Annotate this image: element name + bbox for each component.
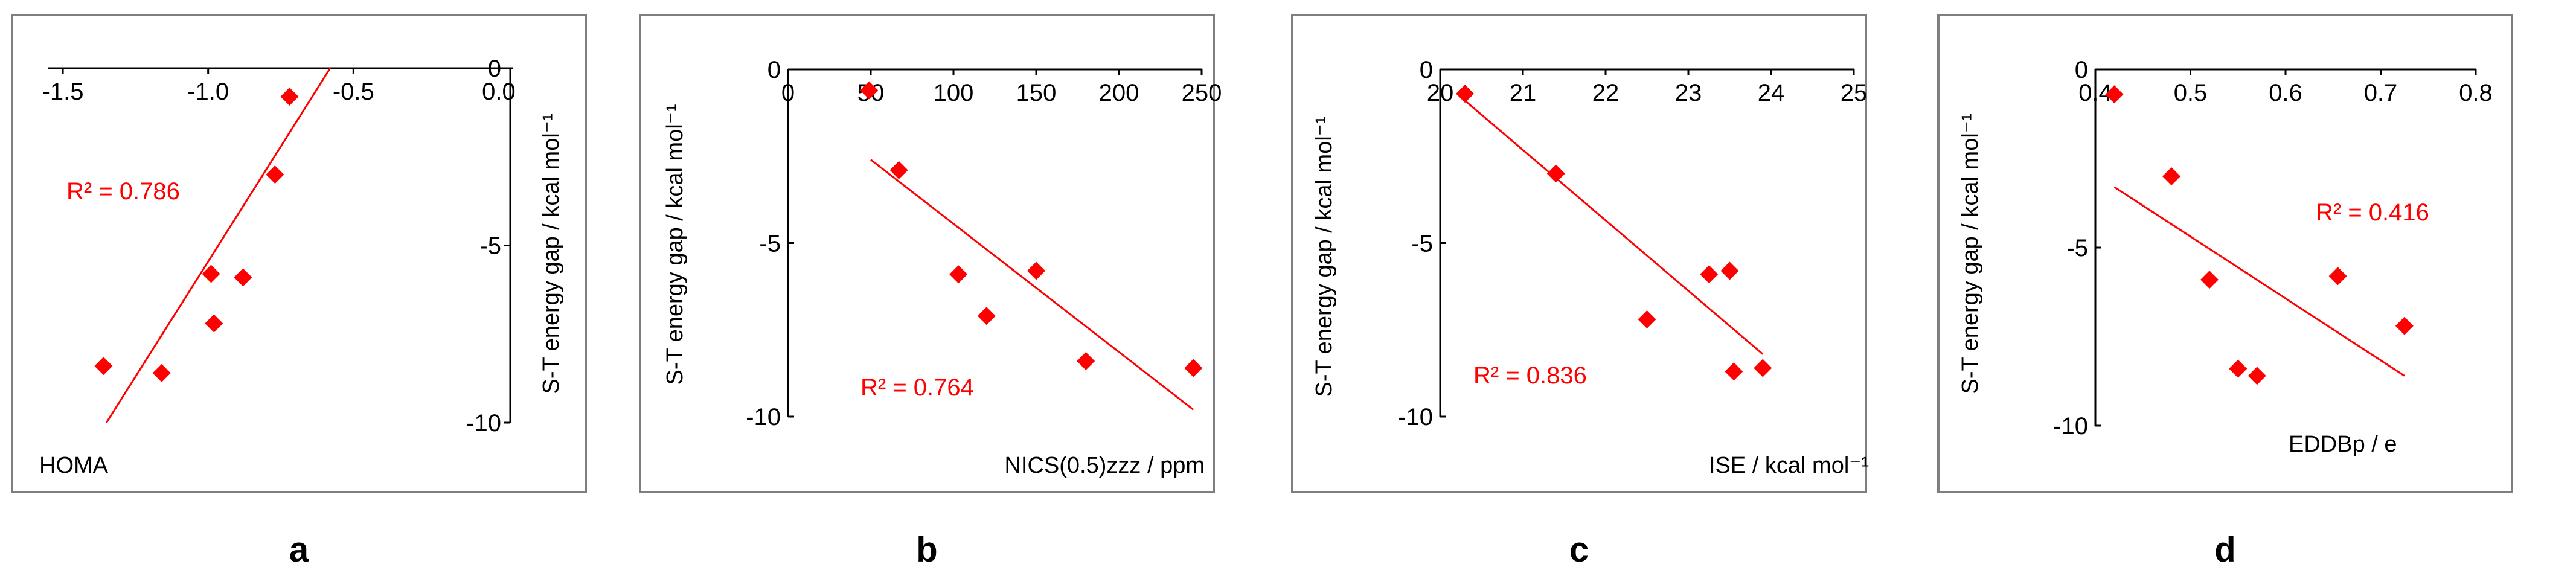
panel-b-x-tick-label: 150 [1016,80,1057,106]
panel-b-x-tick-label: 100 [934,80,974,106]
panel-c-x-tick-label: 21 [1510,80,1537,106]
panel-a-x-tick-label: -0.5 [333,78,374,105]
panel-c-data-point [1546,164,1565,183]
panel-d-letter: d [2214,530,2235,569]
panel-d: 0.4 0.5 0.6 0.7 0.8 0 -5 -10 EDDBp / e S-T ener… [1937,14,2513,569]
panel-d-frame [1937,14,2513,493]
panel-a-y-title: S-T energy gap / kcal mol⁻¹ [539,114,564,394]
panel-d-x-tick-label: 0.6 [2269,80,2302,106]
panel-a-letter: a [289,530,309,569]
panel-a-y-tick-label: 0 [488,56,501,82]
panel-a-data-point [266,165,284,184]
panel-d-data-point [2200,271,2219,289]
panel-b-y-title: S-T energy gap / kcal mol⁻¹ [662,104,688,385]
panel-d-plot: 0.4 0.5 0.6 0.7 0.8 0 -5 -10 [2053,57,2493,440]
panel-d-y-tick-label: -5 [2066,235,2088,261]
panel-b-x-title: NICS(0.5)zzz / ppm [1004,453,1205,478]
panel-a-data-point [202,264,220,283]
panel-a-x-tick-label: 0.0 [482,78,516,105]
panel-b-plot: 0501001502002500-5-10 [746,57,1222,431]
panel-c-data-point [1754,359,1772,377]
panel-d-data-point [2162,167,2180,185]
panel-c-x-tick-label: 25 [1841,80,1868,106]
panel-b-x-tick-label: 0 [781,80,795,106]
panel-a-frame [11,14,587,493]
panel-d-x-tick-label: 0.5 [2174,80,2208,106]
panel-b-r2-label: R² = 0.764 [860,374,974,401]
panel-b-data-point [949,265,968,284]
panel-c-r2-label: R² = 0.836 [1473,362,1587,389]
panel-b-x-tick-label: 250 [1182,80,1222,106]
panel-d-data-point [2395,316,2414,335]
panel-c-x-title: ISE / kcal mol⁻¹ [1709,453,1869,478]
panel-b-letter: b [916,530,937,569]
panel-a-x-tick-label: -1.5 [42,78,84,105]
panel-a-data-point [280,87,299,106]
panel-b-data-point [860,81,879,100]
panel-c-plot: 20 21 22 23 24 25 0 -5 -10 [1398,57,1867,431]
panel-c-data-point [1720,261,1739,280]
panel-c-data-point [1638,310,1656,328]
panel-c-fit-line [1464,100,1764,355]
panel-a-y-tick-label: -5 [479,233,501,260]
panel-a-y-tick-label: -10 [466,410,501,437]
panel-c-data-point [1456,85,1475,103]
panel-a-fit-line [105,68,332,423]
panel-d-data-point [2229,359,2248,378]
panel-b-fit-line [870,159,1194,411]
panel-d-x-title: EDDBp / e [2289,432,2397,457]
panel-c-frame [1291,14,1867,493]
panel-a-x-tick-label: -1.0 [187,78,229,105]
panel-c-letter: c [1569,530,1589,569]
panel-c-y-tick-label: -10 [1398,404,1433,431]
panel-b-data-point [1077,352,1095,370]
panel-c-y-title: S-T energy gap / kcal mol⁻¹ [1312,117,1337,397]
panel-d-x-tick-label: 0.7 [2364,80,2398,106]
panel-a-data-point [234,268,252,287]
panel-b-y-tick-label: -10 [746,404,781,431]
panel-b-x-tick-label: 200 [1099,80,1139,106]
panel-c-x-tick-label: 20 [1427,80,1454,106]
panel-b-data-point [977,307,996,325]
panel-b-frame [639,14,1215,493]
panel-b-data-point [1184,359,1203,377]
panel-a-plot: -1.5 -1.0 -0.5 0.00 -5 -10 [42,56,516,437]
panel-a-data-point [94,357,113,376]
panel-b: 0501001502002500-5-10 NICS(0.5)zzz / ppm… [639,14,1222,569]
panel-b-data-point [1027,261,1045,280]
panel-d-y-tick-label: -10 [2053,413,2088,440]
panel-d-data-point [2105,85,2124,104]
panel-d-r2-label: R² = 0.416 [2316,199,2429,226]
panel-a-r2-label: R² = 0.786 [66,178,180,205]
panel-a-data-point [205,314,223,333]
panel-d-fit-line [2113,186,2405,377]
panel-d-y-title: S-T energy gap / kcal mol⁻¹ [1958,114,1983,394]
panel-b-y-tick-label: -5 [759,231,781,257]
panel-c-data-point [1700,265,1719,284]
panel-c-y-tick-label: 0 [1420,57,1433,83]
panel-b-data-point [889,161,908,179]
panel-d-x-tick-label: 0.4 [2078,80,2112,106]
panel-a: -1.5 -1.0 -0.5 0.00 -5 -10 HOMA S-T energy ga… [11,14,587,569]
panel-d-x-tick-label: 0.8 [2459,80,2493,106]
panel-b-y-tick-label: 0 [767,57,781,83]
panel-c-x-tick-label: 24 [1758,80,1785,106]
panel-d-data-point [2328,267,2347,286]
panel-c: 20 21 22 23 24 25 0 -5 -10 ISE / kcal mol⁻¹ S-T … [1291,14,1869,569]
panel-d-data-point [2248,367,2266,385]
panel-c-x-tick-label: 23 [1675,80,1702,106]
panel-c-y-tick-label: -5 [1411,231,1433,257]
panel-c-x-tick-label: 22 [1592,80,1620,106]
panel-a-data-point [152,363,171,382]
panel-c-data-point [1725,362,1743,381]
panel-d-y-tick-label: 0 [2075,57,2088,83]
panel-a-x-title: HOMA [39,453,109,478]
